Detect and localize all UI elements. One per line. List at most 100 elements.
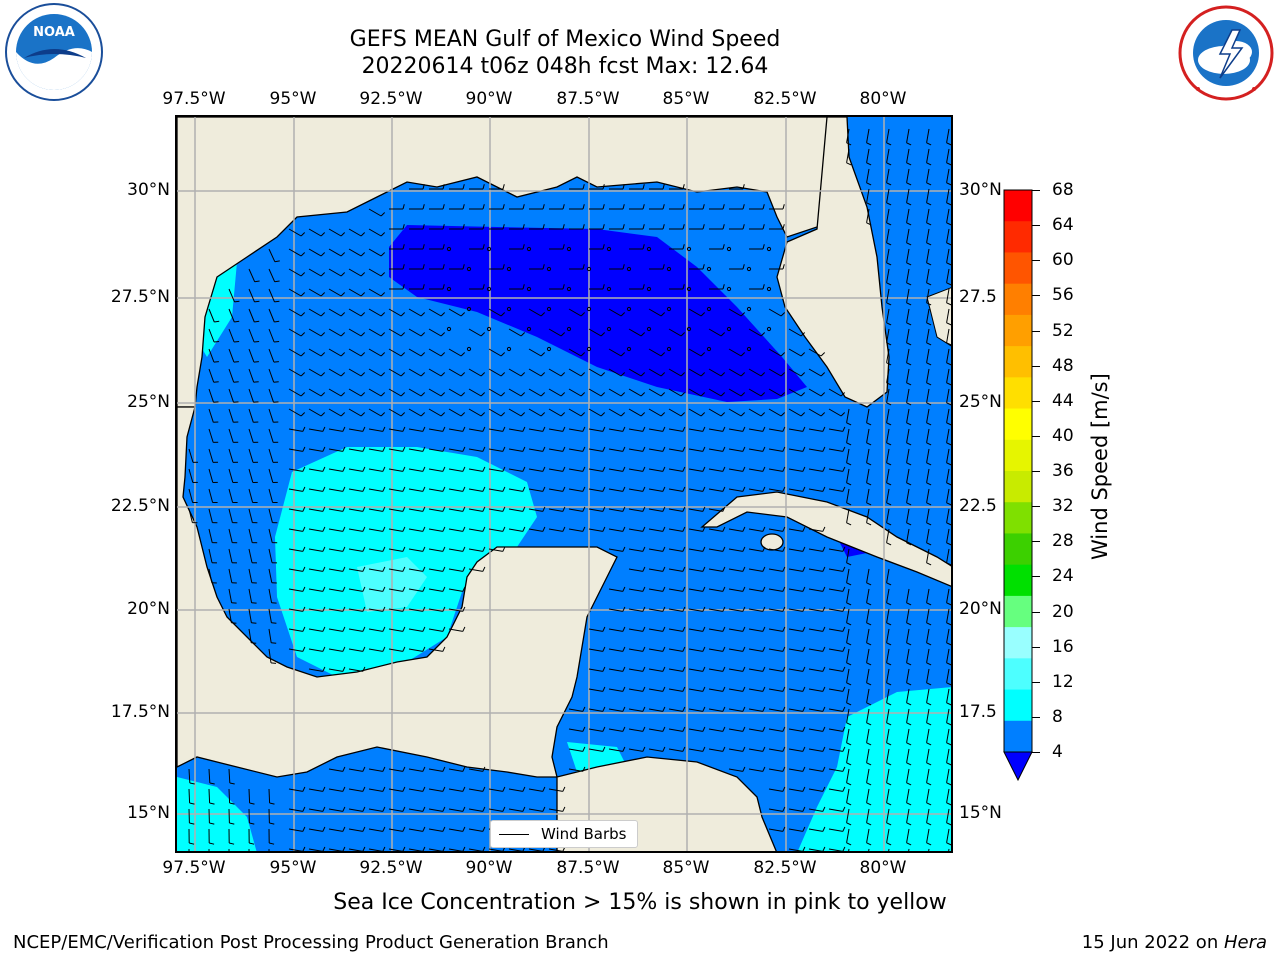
wind-barb [308, 786, 326, 792]
colorbar-extend-arrow [1003, 751, 1033, 782]
wind-barb [348, 786, 366, 792]
wind-barb [308, 328, 326, 337]
wind-barb [228, 368, 239, 383]
wind-barb [568, 526, 586, 532]
wind-barb [846, 708, 852, 726]
wind-barb [608, 626, 626, 632]
wind-barb [508, 466, 526, 472]
wind-barb [408, 408, 426, 417]
nws-logo-icon [1176, 4, 1276, 102]
wind-barb [428, 566, 446, 572]
wind-barb [886, 648, 892, 666]
wind-barb [688, 466, 706, 472]
wind-barb [268, 648, 277, 664]
colorbar-tick-label: 68 [1052, 180, 1074, 200]
wind-barb [866, 468, 872, 486]
wind-barb [788, 586, 806, 592]
lon-tick-bottom: 87.5°W [556, 858, 620, 878]
wind-barb [866, 608, 872, 626]
wind-barb [428, 646, 446, 652]
wind-barb [288, 268, 306, 277]
wind-barb [906, 488, 912, 506]
wind-barb [926, 148, 932, 166]
wind-barb [688, 368, 706, 377]
wind-barb [446, 326, 452, 332]
wind-barb [348, 328, 366, 337]
wind-barb [388, 526, 406, 532]
wind-barb [248, 328, 260, 343]
wind-barb [689, 224, 705, 230]
wind-barb [688, 526, 706, 532]
wind-barb [808, 486, 826, 492]
wind-barb [549, 244, 565, 250]
wind-barb [368, 586, 386, 592]
wind-barb [828, 666, 846, 672]
wind-barb [808, 586, 826, 592]
wind-barb [648, 388, 666, 397]
map-panel: Wind Barbs [175, 115, 953, 853]
wind-barb [689, 264, 705, 270]
wind-barb [828, 566, 846, 572]
colorbar-tick-label: 24 [1052, 566, 1074, 587]
wind-barb [528, 506, 546, 512]
wind-barb [528, 408, 546, 417]
wind-barb [568, 726, 586, 732]
wind-barb [388, 388, 406, 397]
wind-barb [508, 526, 526, 532]
wind-barb [568, 388, 586, 397]
wind-barb [748, 666, 766, 672]
wind-barb [348, 646, 366, 652]
wind-barb [428, 426, 446, 432]
wind-barb [248, 368, 259, 383]
wind-barb [208, 408, 219, 423]
wind-barb [628, 686, 646, 692]
wind-barb [228, 568, 237, 584]
wind-barb [708, 746, 726, 752]
wind-barb [288, 228, 306, 237]
wind-barb [228, 428, 239, 443]
wind-barb [308, 666, 326, 672]
wind-barb [248, 408, 259, 423]
lon-tick-bottom: 95°W [269, 858, 317, 878]
wind-barb [946, 348, 951, 366]
wind-barb [466, 346, 472, 352]
wind-barb [926, 228, 932, 246]
wind-barb [926, 728, 932, 746]
wind-barb [408, 446, 426, 452]
wind-barb [926, 688, 932, 706]
colorbar-tick-mark [1032, 330, 1040, 332]
wind-barb [866, 568, 872, 586]
wind-barb [788, 746, 806, 752]
wind-barb [388, 546, 406, 552]
wind-barb [708, 388, 726, 397]
colorbar-tick-mark [1032, 435, 1040, 437]
wind-barb [308, 486, 326, 492]
wind-barb [288, 368, 306, 377]
lon-tick-top: 87.5°W [556, 89, 620, 109]
wind-barb [828, 766, 846, 772]
colorbar-segment [1004, 564, 1032, 597]
wind-barb [866, 668, 872, 686]
wind-barb [668, 606, 686, 612]
wind-barb [288, 348, 306, 357]
wind-barb [388, 426, 406, 432]
wind-barb [308, 806, 326, 812]
wind-barb [808, 706, 826, 712]
wind-barb [348, 408, 366, 417]
wind-barb [926, 668, 932, 686]
wind-barb [866, 408, 872, 426]
wind-barb [268, 548, 278, 564]
wind-barb [708, 446, 726, 452]
wind-barb [728, 446, 746, 452]
wind-barb [228, 328, 240, 343]
colorbar-segment [1004, 252, 1032, 285]
lon-tick-top: 85°W [662, 89, 710, 109]
colorbar-tick-mark [1032, 681, 1040, 683]
wind-barb [728, 586, 746, 592]
wind-barb [648, 666, 666, 672]
wind-barb [768, 806, 786, 812]
wind-barb [528, 388, 546, 397]
wind-barb [388, 766, 406, 772]
colorbar-segment [1004, 471, 1032, 503]
wind-barb [608, 348, 626, 357]
